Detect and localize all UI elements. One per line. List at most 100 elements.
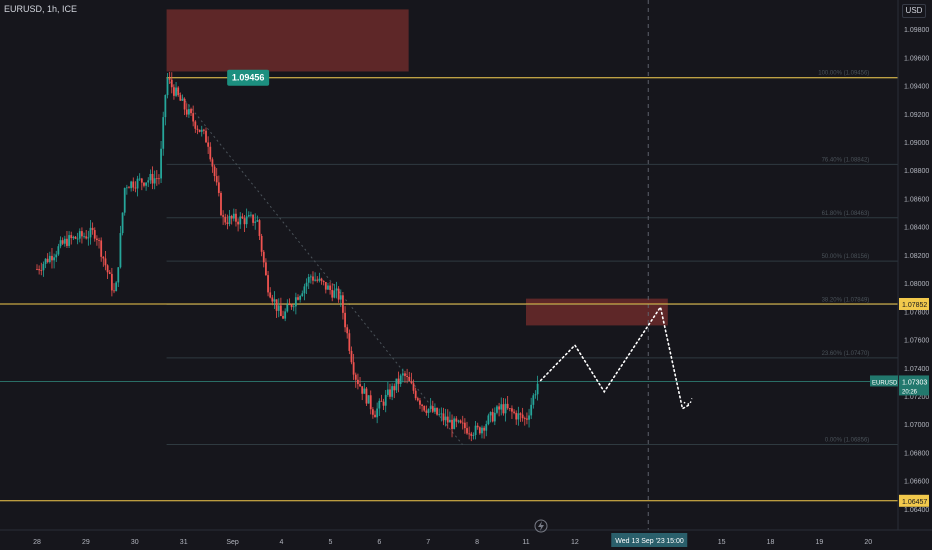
candle-body	[329, 285, 331, 290]
time-tick-label: 30	[131, 539, 139, 546]
price-tick-label: 1.08600	[904, 196, 929, 203]
price-tick-label: 1.06800	[904, 450, 929, 457]
candle-body	[496, 406, 498, 413]
candle-body	[239, 216, 242, 225]
candle-body	[213, 166, 216, 177]
candle-body	[380, 400, 383, 402]
price-tick-label: 1.07800	[904, 309, 929, 316]
candle-body	[181, 98, 184, 101]
candle-body	[145, 182, 148, 186]
candle-body	[297, 297, 299, 300]
high-price-badge-label: 1.09456	[232, 73, 265, 83]
currency-button[interactable]: USD	[902, 4, 926, 18]
candle-body	[511, 408, 513, 412]
candle-body	[207, 142, 210, 147]
candle-body	[155, 178, 158, 180]
candle-body	[38, 269, 41, 271]
candle-body	[113, 290, 115, 292]
candle-body	[117, 267, 120, 283]
candle-body	[237, 221, 240, 225]
candle-body	[48, 255, 51, 263]
candle-body	[53, 257, 56, 261]
candle-body	[444, 416, 447, 421]
candle-body	[211, 159, 214, 167]
candle-body	[481, 427, 483, 434]
candle-body	[371, 409, 374, 415]
price-tick-label: 1.09000	[904, 140, 929, 147]
candle-body	[521, 414, 524, 419]
candle-body	[307, 276, 310, 283]
candle-body	[149, 173, 152, 181]
candle-body	[46, 258, 49, 263]
candle-body	[260, 235, 263, 252]
candle-body	[299, 296, 302, 300]
candle-body	[262, 251, 265, 263]
candle-body	[320, 278, 323, 281]
candle-body	[346, 327, 349, 334]
candle-body	[132, 181, 135, 188]
candle-body	[478, 427, 481, 434]
candle-body	[123, 188, 126, 213]
candle-body	[265, 262, 267, 276]
high-price-badge	[227, 69, 270, 86]
candle-body	[125, 187, 128, 189]
candle-body	[463, 422, 466, 429]
price-tick-label: 1.06400	[904, 507, 929, 514]
candle-body	[222, 215, 225, 217]
candle-body	[461, 422, 464, 424]
candle-body	[434, 407, 436, 412]
candle-body	[42, 263, 45, 271]
candle-body	[425, 410, 428, 413]
candle-body	[408, 376, 411, 382]
candle-body	[51, 255, 53, 261]
candle-body	[470, 433, 473, 436]
candle-body	[342, 295, 344, 313]
candle-body	[224, 216, 227, 223]
candle-body	[91, 227, 94, 231]
candle-body	[290, 304, 293, 308]
price-tick-label: 1.09600	[904, 55, 929, 62]
price-tick-label: 1.07400	[904, 366, 929, 373]
fib-trend-line	[166, 77, 463, 445]
candle-body	[399, 375, 402, 384]
candle-body	[367, 395, 370, 404]
candle-body	[284, 311, 287, 319]
candle-body	[220, 192, 222, 216]
candle-body	[350, 350, 353, 363]
crosshair-time-label: 15:00	[666, 538, 684, 545]
candle-body	[55, 254, 58, 258]
candle-body	[412, 383, 415, 391]
symbol-badge-label: EURUSD	[872, 380, 898, 386]
candle-body	[534, 394, 537, 396]
time-tick-label: 28	[33, 539, 41, 546]
time-tick-label: 8	[475, 539, 479, 546]
candle-body	[421, 404, 423, 406]
candle-body	[85, 236, 88, 239]
candle-body	[279, 305, 282, 317]
candle-body	[243, 218, 246, 225]
candle-body	[140, 178, 143, 183]
candle-body	[389, 389, 391, 397]
time-tick-label: 11	[522, 539, 529, 546]
candle-body	[147, 180, 150, 183]
price-tick-label: 1.08000	[904, 281, 929, 288]
time-tick-label: 7	[426, 539, 430, 546]
candle-body	[110, 273, 113, 291]
candle-body	[303, 286, 306, 294]
candle-body	[414, 390, 417, 399]
candle-body	[96, 238, 98, 240]
candle-body	[322, 280, 325, 283]
candle-body	[466, 428, 468, 434]
candle-body	[357, 379, 359, 385]
candle-body	[61, 240, 64, 244]
candle-body	[232, 213, 235, 219]
candle-body	[528, 415, 530, 420]
candle-body	[397, 378, 400, 384]
candle-body	[474, 425, 477, 436]
candle-body	[324, 282, 327, 290]
crosshair-time-badge	[611, 533, 688, 547]
candle-body	[168, 78, 171, 80]
candle-body	[406, 375, 409, 377]
